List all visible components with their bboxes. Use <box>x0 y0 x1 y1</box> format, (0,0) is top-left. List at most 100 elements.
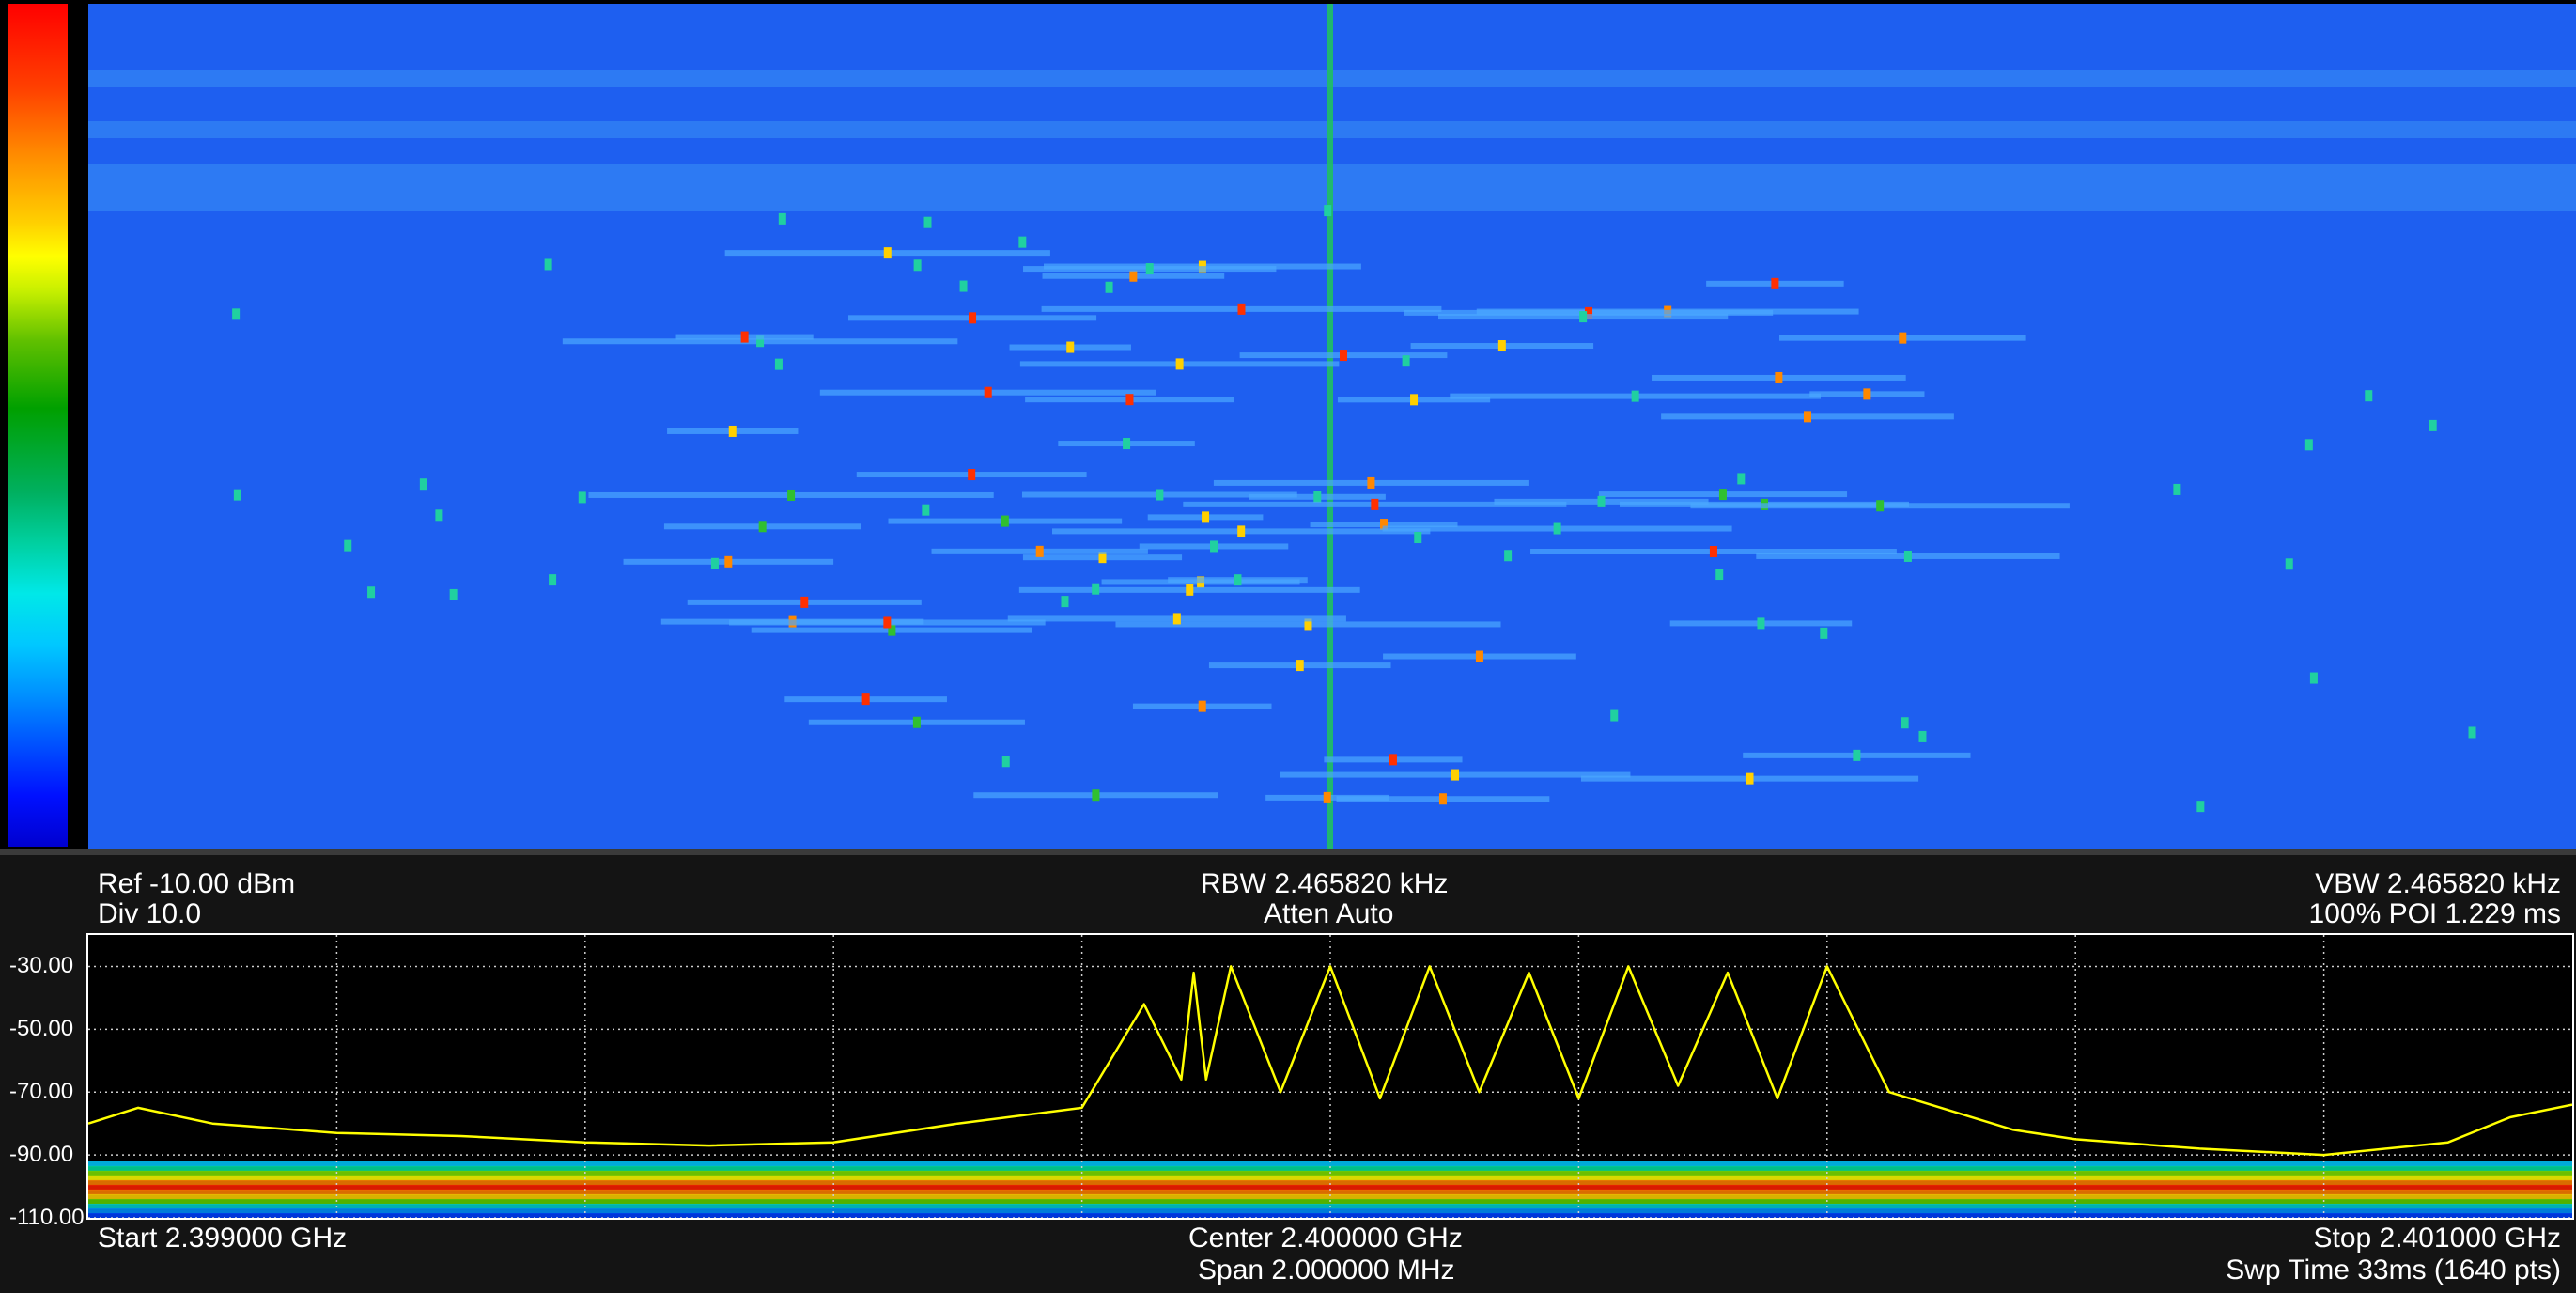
noise-floor-band <box>88 1184 2572 1191</box>
waterfall-blip <box>1853 749 1861 761</box>
waterfall-blip <box>756 335 765 348</box>
waterfall-blip <box>2196 801 2205 813</box>
waterfall-blip <box>1438 793 1447 805</box>
waterfall-blip <box>1145 263 1154 275</box>
vbw-label[interactable]: VBW 2.465820 kHz <box>2315 868 2561 899</box>
waterfall-blip <box>2468 726 2476 739</box>
waterfall-blip <box>1631 390 1639 402</box>
start-freq-label[interactable]: Start 2.399000 GHz <box>98 1223 348 1254</box>
waterfall-carrier-line <box>1327 4 1333 849</box>
waterfall-blip <box>1001 515 1009 527</box>
waterfall-blip <box>1737 473 1746 485</box>
waterfall-blip <box>419 478 427 491</box>
spectrogram-waterfall[interactable] <box>88 4 2576 849</box>
rbw-label[interactable]: RBW 2.465820 kHz <box>1201 868 1449 899</box>
waterfall-blip <box>1402 355 1410 367</box>
waterfall-blip <box>2429 419 2437 431</box>
spectrum-plot[interactable] <box>86 933 2574 1220</box>
waterfall-blip <box>1380 519 1389 531</box>
div-label[interactable]: Div 10.0 <box>98 898 202 929</box>
waterfall-blip <box>1918 730 1927 742</box>
waterfall-blip <box>1098 552 1107 564</box>
waterfall-blip <box>1123 438 1131 450</box>
waterfall-blip <box>1746 772 1754 785</box>
waterfall-blip <box>1172 613 1181 625</box>
waterfall-blip <box>888 624 896 636</box>
noise-floor-band <box>88 1179 2572 1186</box>
waterfall-blip <box>1125 394 1134 406</box>
waterfall-blip <box>1001 756 1010 768</box>
y-tick-label: -110.00 <box>9 1205 85 1230</box>
waterfall-blip <box>710 557 719 569</box>
atten-label[interactable]: Atten Auto <box>1264 898 1394 929</box>
waterfall-blip <box>1863 388 1871 400</box>
waterfall-blip <box>1771 277 1779 289</box>
noise-floor-band <box>88 1207 2572 1214</box>
stop-freq-label[interactable]: Stop 2.401000 GHz <box>2313 1223 2561 1254</box>
waterfall-blip <box>2304 439 2313 451</box>
waterfall-blip <box>1018 236 1027 248</box>
waterfall-blip <box>1186 584 1194 596</box>
waterfall-blip <box>1202 511 1210 523</box>
waterfall-blip <box>1234 574 1242 586</box>
waterfall-blip <box>1414 532 1422 544</box>
waterfall-blip <box>1296 660 1304 672</box>
waterfall-blip <box>1775 371 1783 383</box>
y-tick-label: -30.00 <box>9 953 74 979</box>
plot-grid <box>88 935 2572 1218</box>
waterfall-blip <box>1709 546 1717 558</box>
waterfall-blip <box>778 212 786 225</box>
waterfall-blip <box>1092 583 1100 595</box>
ref-level-label[interactable]: Ref -10.00 dBm <box>98 868 296 899</box>
waterfall-blip <box>1129 270 1138 282</box>
waterfall-blip <box>344 539 352 552</box>
waterfall-blip <box>1210 540 1218 553</box>
waterfall-blip <box>1035 545 1044 557</box>
waterfall-blip <box>367 586 376 599</box>
waterfall-blip <box>1340 350 1348 362</box>
spectrum-canvas <box>88 935 2572 1218</box>
waterfall-blip <box>1757 617 1765 630</box>
waterfall-blip <box>1156 489 1164 501</box>
waterfall-blip <box>1066 341 1075 353</box>
waterfall-blip <box>968 469 976 481</box>
waterfall-blip <box>1876 500 1885 512</box>
waterfall-blip <box>800 596 809 608</box>
waterfall-blip <box>435 509 443 522</box>
waterfall-blip <box>740 331 749 343</box>
waterfall-blip <box>1367 476 1375 489</box>
waterfall-blip <box>578 491 586 504</box>
waterfall-blip <box>724 555 733 568</box>
waterfall-blip <box>2285 558 2293 570</box>
waterfall-blip <box>1899 332 1907 344</box>
noise-floor-band <box>88 1212 2572 1218</box>
waterfall-blip <box>1610 709 1619 722</box>
waterfall-blip <box>959 280 968 292</box>
waterfall-blip <box>1198 700 1206 712</box>
waterfall-blip <box>1371 498 1379 510</box>
poi-label[interactable]: 100% POI 1.229 ms <box>2308 898 2561 929</box>
waterfall-blip <box>1324 205 1332 217</box>
waterfall-blip <box>1475 650 1483 662</box>
sweep-time-label[interactable]: Swp Time 33ms (1640 pts) <box>2226 1254 2561 1285</box>
center-freq-label[interactable]: Center 2.400000 GHz <box>1188 1223 1463 1254</box>
span-label[interactable]: Span 2.000000 MHz <box>1198 1254 1455 1285</box>
waterfall-blip <box>787 489 796 501</box>
waterfall-blip <box>1323 791 1331 803</box>
waterfall-blip <box>1410 394 1419 406</box>
waterfall-blip <box>233 489 241 501</box>
y-tick-label: -90.00 <box>9 1142 74 1168</box>
waterfall-blip <box>1313 491 1322 503</box>
waterfall-blip <box>1579 311 1588 323</box>
waterfall-blip <box>969 312 977 324</box>
waterfall-color-scale <box>8 4 68 847</box>
waterfall-blip <box>1820 627 1828 639</box>
waterfall-blip <box>1718 489 1727 501</box>
waterfall-blip <box>2173 483 2181 495</box>
noise-floor-band <box>88 1193 2572 1200</box>
waterfall-blip <box>1237 303 1246 315</box>
y-tick-label: -50.00 <box>9 1016 74 1042</box>
waterfall-blip <box>544 258 552 271</box>
waterfall-blip <box>758 521 767 533</box>
